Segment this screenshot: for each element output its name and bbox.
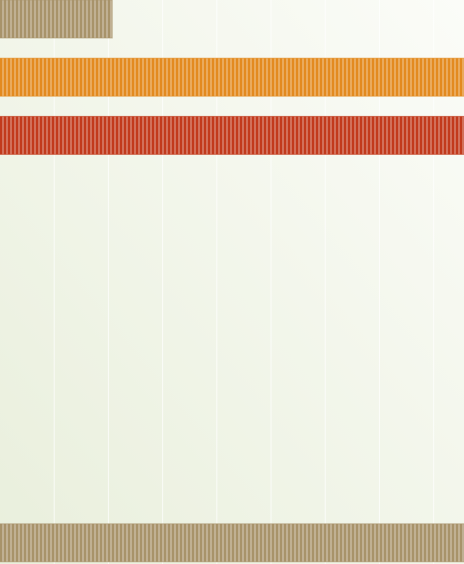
bar bbox=[0, 0, 113, 39]
bar bbox=[0, 57, 464, 97]
bar bbox=[0, 523, 464, 563]
bar bbox=[0, 115, 464, 155]
